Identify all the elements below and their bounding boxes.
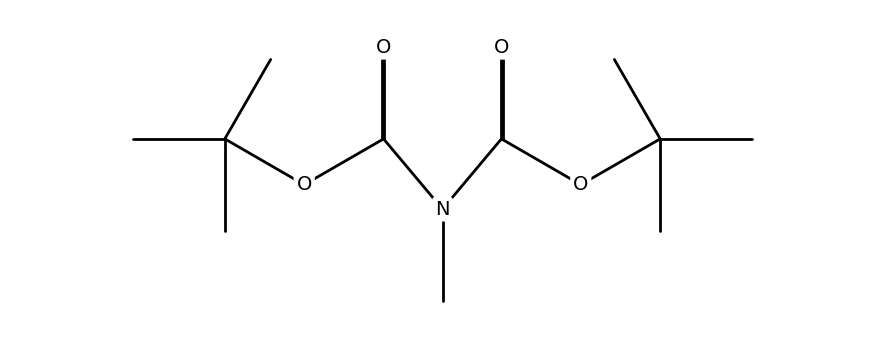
Text: N: N (435, 200, 450, 219)
Text: O: O (296, 175, 312, 194)
Text: O: O (573, 175, 589, 194)
Text: O: O (376, 38, 391, 57)
Text: O: O (494, 38, 509, 57)
